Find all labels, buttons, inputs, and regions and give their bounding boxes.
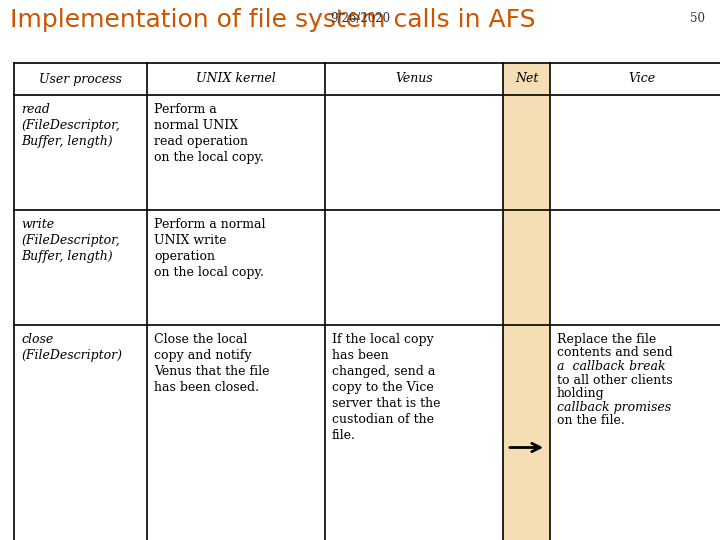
Text: Replace the file: Replace the file [557,333,656,346]
Text: callback promises: callback promises [557,401,671,414]
Text: Implementation of file system calls in AFS: Implementation of file system calls in A… [10,8,536,32]
Text: 50: 50 [690,12,705,25]
Text: Net: Net [515,72,538,85]
Text: Close the local
copy and notify
Venus that the file
has been closed.: Close the local copy and notify Venus th… [154,333,269,394]
Text: Vice: Vice [629,72,656,85]
Text: close
(FileDescriptor): close (FileDescriptor) [21,333,122,362]
Text: a  callback break: a callback break [557,360,665,373]
Bar [503,63,550,540]
Text: read
(FileDescriptor,
Buffer, length): read (FileDescriptor, Buffer, length) [21,103,120,148]
Text: contents and send: contents and send [557,347,672,360]
Text: holding: holding [557,387,605,400]
Text: Venus: Venus [395,72,433,85]
Text: If the local copy
has been
changed, send a
copy to the Vice
server that is the
c: If the local copy has been changed, send… [332,333,441,442]
Text: Perform a normal
UNIX write
operation
on the local copy.: Perform a normal UNIX write operation on… [154,218,266,279]
Text: on the file.: on the file. [557,414,625,427]
Text: User process: User process [39,72,122,85]
Text: 9/26/2020: 9/26/2020 [330,12,390,25]
Text: UNIX kernel: UNIX kernel [196,72,276,85]
Text: write
(FileDescriptor,
Buffer, length): write (FileDescriptor, Buffer, length) [21,218,120,263]
Text: Perform a
normal UNIX
read operation
on the local copy.: Perform a normal UNIX read operation on … [154,103,264,164]
Text: to all other clients: to all other clients [557,374,672,387]
